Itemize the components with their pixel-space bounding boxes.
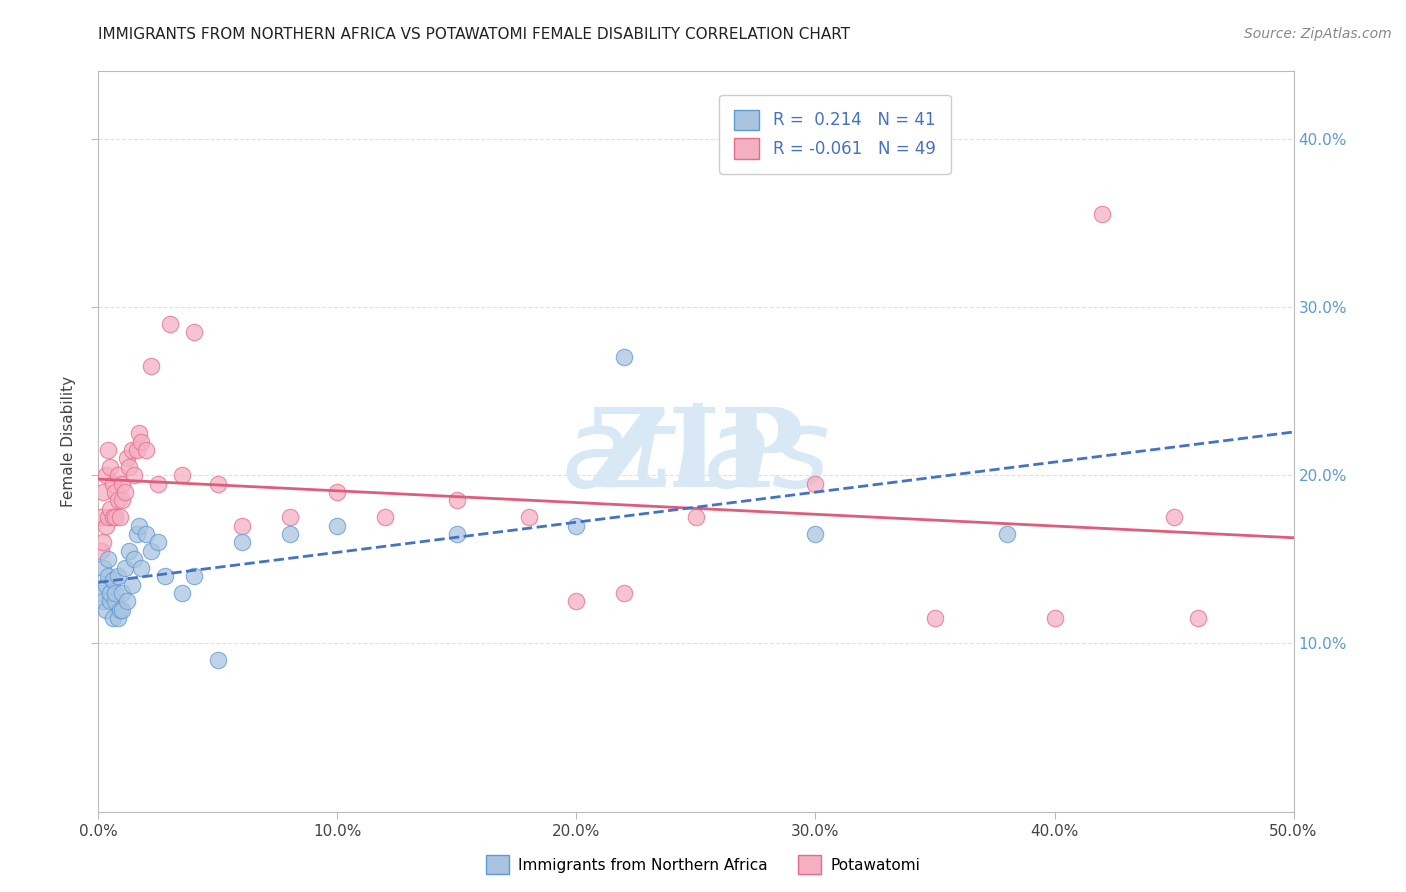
Point	[128, 518, 150, 533]
Point	[125, 527, 148, 541]
Point	[114, 485, 136, 500]
Point	[94, 603, 117, 617]
Point	[91, 594, 114, 608]
Point	[101, 510, 124, 524]
Point	[613, 351, 636, 365]
Point	[231, 535, 253, 549]
Point	[104, 594, 127, 608]
Point	[446, 527, 468, 541]
Point	[91, 485, 114, 500]
Point	[125, 442, 148, 457]
Point	[97, 442, 120, 457]
Point	[139, 544, 162, 558]
Point	[111, 586, 134, 600]
Point	[685, 510, 707, 524]
Point	[101, 611, 124, 625]
Point	[98, 586, 122, 600]
Point	[104, 586, 127, 600]
Point	[995, 527, 1018, 541]
Point	[278, 527, 301, 541]
Point	[148, 476, 170, 491]
Point	[446, 493, 468, 508]
Point	[114, 560, 136, 574]
Point	[1043, 611, 1066, 625]
Y-axis label: Female Disability: Female Disability	[60, 376, 76, 508]
Text: Source: ZipAtlas.com: Source: ZipAtlas.com	[1244, 27, 1392, 41]
Point	[121, 577, 143, 591]
Point	[91, 535, 114, 549]
Point	[326, 485, 349, 500]
Legend: Immigrants from Northern Africa, Potawatomi: Immigrants from Northern Africa, Potawat…	[479, 849, 927, 880]
Point	[1187, 611, 1209, 625]
Point	[172, 468, 194, 483]
Point	[107, 468, 129, 483]
Point	[139, 359, 162, 373]
Point	[148, 535, 170, 549]
Point	[118, 459, 141, 474]
Point	[101, 573, 124, 587]
Point	[131, 560, 153, 574]
Point	[565, 594, 588, 608]
Point	[155, 569, 177, 583]
Point	[107, 611, 129, 625]
Point	[115, 594, 138, 608]
Point	[183, 569, 205, 583]
Point	[135, 527, 157, 541]
Point	[101, 476, 124, 491]
Point	[613, 586, 636, 600]
Point	[98, 594, 122, 608]
Point	[94, 518, 117, 533]
Point	[183, 325, 205, 339]
Point	[326, 518, 349, 533]
Point	[374, 510, 396, 524]
Point	[1163, 510, 1185, 524]
Point	[108, 603, 131, 617]
Point	[90, 510, 112, 524]
Point	[91, 560, 114, 574]
Point	[97, 510, 120, 524]
Point	[565, 518, 588, 533]
Point	[121, 442, 143, 457]
Point	[124, 468, 146, 483]
Point	[118, 544, 141, 558]
Point	[804, 527, 827, 541]
Point	[90, 586, 112, 600]
Point	[924, 611, 946, 625]
Point	[97, 552, 120, 566]
Point	[108, 510, 131, 524]
Point	[135, 442, 157, 457]
Point	[231, 518, 253, 533]
Point	[804, 476, 827, 491]
Text: ZIP: ZIP	[588, 403, 804, 510]
Point	[98, 501, 122, 516]
Point	[111, 603, 134, 617]
Point	[104, 510, 127, 524]
Point	[97, 569, 120, 583]
Point	[107, 493, 129, 508]
Point	[98, 459, 122, 474]
Point	[172, 586, 194, 600]
Point	[90, 544, 112, 558]
Point	[131, 434, 153, 449]
Point	[111, 476, 134, 491]
Point	[111, 493, 134, 508]
Point	[207, 653, 229, 667]
Point	[115, 451, 138, 466]
Text: atlas: atlas	[561, 403, 831, 510]
Point	[124, 552, 146, 566]
Point	[159, 317, 181, 331]
Point	[517, 510, 540, 524]
Point	[107, 569, 129, 583]
Point	[104, 485, 127, 500]
Point	[278, 510, 301, 524]
Text: IMMIGRANTS FROM NORTHERN AFRICA VS POTAWATOMI FEMALE DISABILITY CORRELATION CHAR: IMMIGRANTS FROM NORTHERN AFRICA VS POTAW…	[98, 27, 851, 42]
Point	[1091, 207, 1114, 221]
Point	[94, 577, 117, 591]
Point	[207, 476, 229, 491]
Point	[94, 468, 117, 483]
Legend: R =  0.214   N = 41, R = -0.061   N = 49: R = 0.214 N = 41, R = -0.061 N = 49	[720, 95, 950, 174]
Point	[128, 426, 150, 441]
